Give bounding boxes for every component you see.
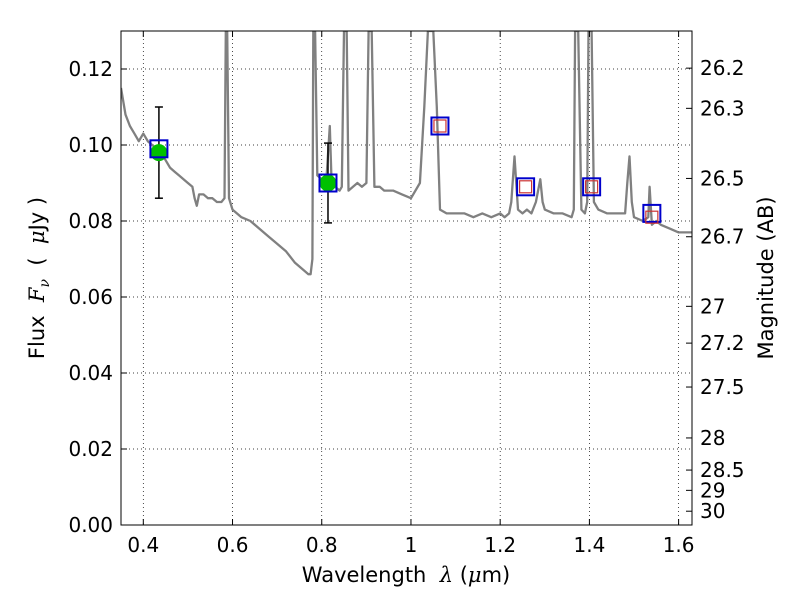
y-axis-label: Flux Fν ( μJy ) [25,197,53,359]
x-tick-label: 1.4 [573,533,605,557]
y-tick-label: 0.08 [68,209,113,233]
y-tick-label: 0.12 [68,57,113,81]
right-tick-label: 26.5 [700,166,745,190]
grid-lines [121,31,692,526]
model-photometry-box [318,173,338,193]
model-photometry-box [582,177,602,197]
observed-points [150,144,337,192]
x-tick-label: 1.2 [484,533,516,557]
plot-data-area [121,31,692,276]
model-spectrum-line [121,31,692,276]
synthetic-photometry-box [519,180,533,194]
synthetic-photometry-box [585,180,599,194]
error-bars [154,106,332,224]
right-tick-label: 30 [700,499,725,523]
x-axis-ticks: 0.4 0.6 0.8 1 1.2 1.4 1.6 [127,31,695,557]
x-tick-label: 1.6 [663,533,695,557]
synthetic-photometry-box [645,210,659,224]
right-tick-label: 26.3 [700,96,745,120]
right-tick-label: 28 [700,426,725,450]
plot-frame [120,30,693,526]
y-tick-label: 0.00 [68,513,113,537]
model-photometry-box [149,139,169,159]
right-tick-label: 27 [700,294,725,318]
right-tick-label: 29 [700,478,725,502]
x-tick-label: 0.8 [306,533,338,557]
right-tick-label: 26.7 [700,225,745,249]
y-tick-label: 0.10 [68,133,113,157]
x-axis-label: Wavelength λ (μm) [302,563,510,587]
x-tick-label: 1 [405,533,418,557]
y-tick-label: 0.02 [68,437,113,461]
synthetic-photometry-box [433,119,447,133]
y-tick-label: 0.04 [68,361,113,385]
observed-point [319,174,337,192]
y-tick-label: 0.06 [68,285,113,309]
synthetic-photometry-boxes [433,119,659,224]
model-photometry-box [642,203,662,223]
x-tick-label: 0.6 [217,533,249,557]
y-axis-ticks: 0.00 0.02 0.04 0.06 0.08 0.10 0.12 [68,57,127,537]
right-tick-label: 26.2 [700,56,745,80]
right-tick-label: 27.2 [700,331,745,355]
model-photometry-box [430,116,450,136]
model-photometry-boxes [149,116,662,223]
x-tick-label: 0.4 [127,533,159,557]
right-axis-label: Magnitude (AB) [754,196,778,359]
model-photometry-box [516,177,536,197]
right-tick-label: 28.5 [700,458,745,482]
right-tick-label: 27.5 [700,375,745,399]
